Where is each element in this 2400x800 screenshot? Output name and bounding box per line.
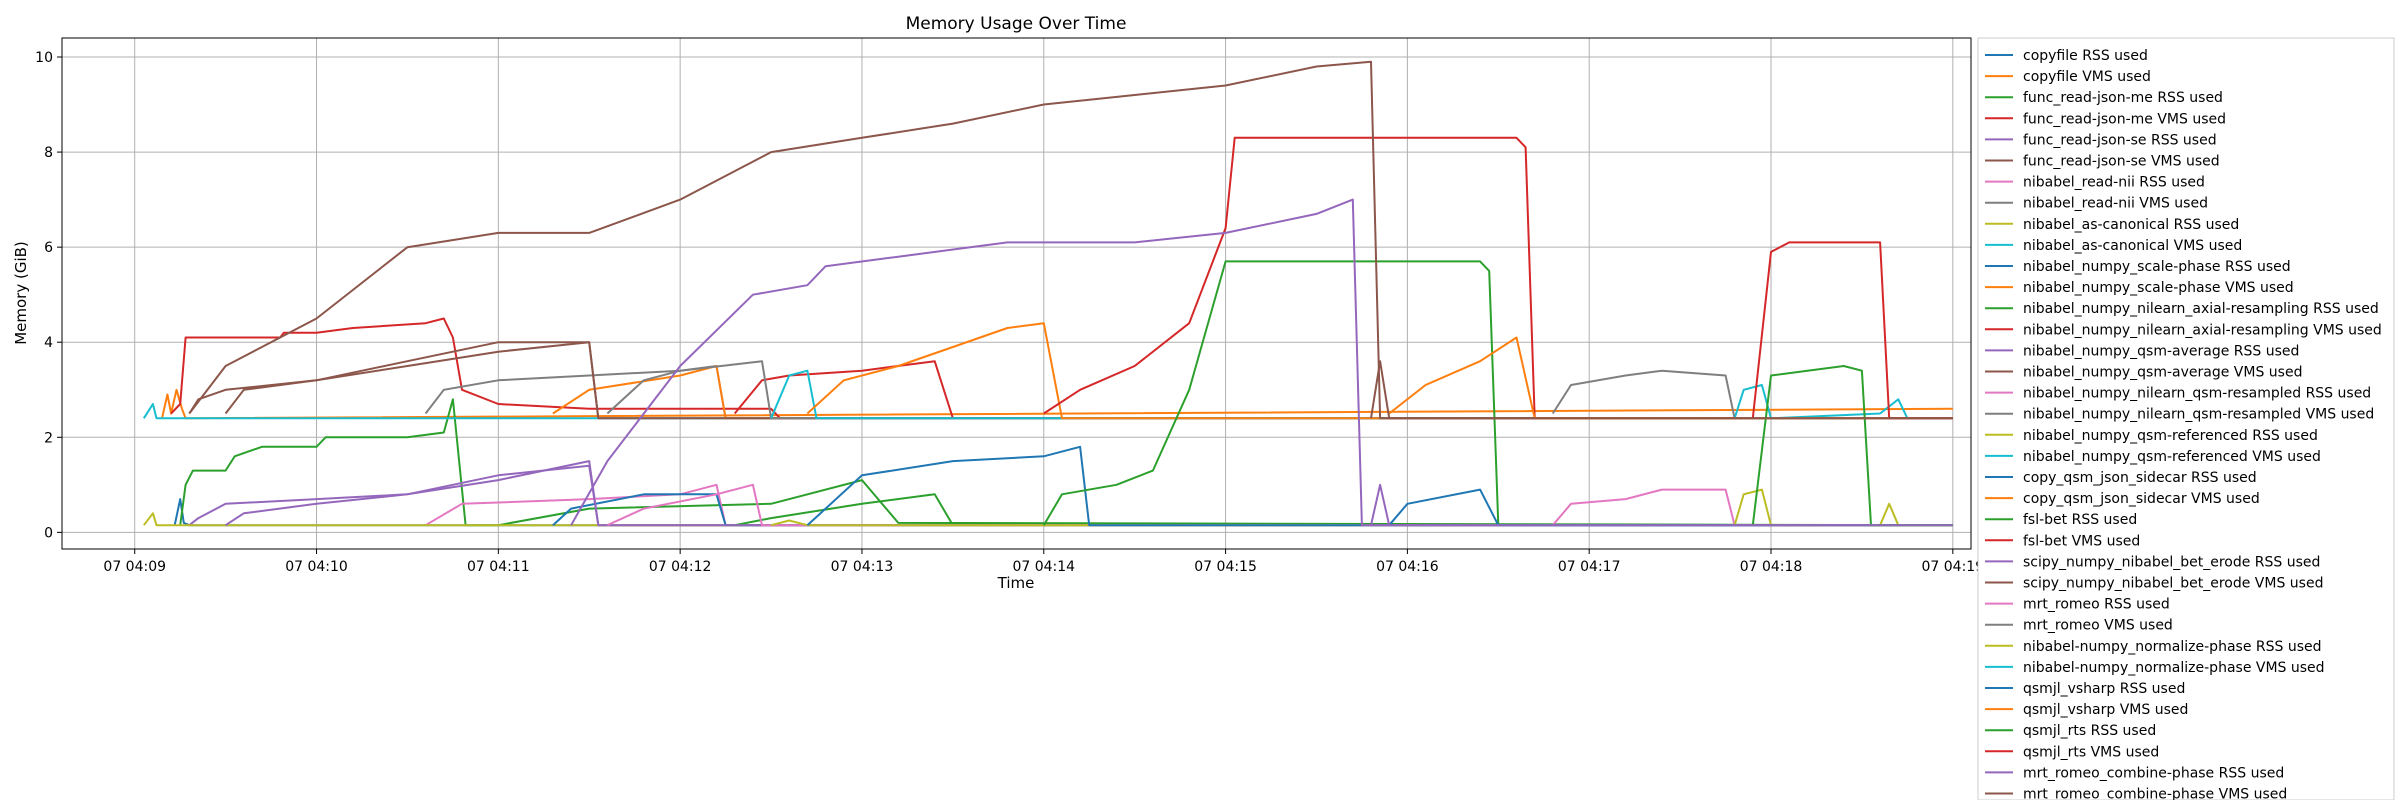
series-line-24 (570, 198, 1953, 527)
series-line-35 (1370, 360, 1953, 420)
x-tick-label: 07 04:17 (1558, 559, 1621, 575)
legend-entry: nibabel_numpy_scale-phase VMS used (2023, 280, 2294, 296)
chart-title: Memory Usage Over Time (906, 14, 1127, 34)
series-line-20 (806, 445, 1953, 527)
series-line-0 (173, 498, 1953, 527)
legend-entry: nibabel_numpy_nilearn_qsm-resampled VMS … (2023, 407, 2374, 423)
y-tick-label: 0 (44, 525, 53, 541)
legend-entry: scipy_numpy_nibabel_bet_erode VMS used (2023, 576, 2323, 592)
legend-entry: nibabel_as-canonical RSS used (2023, 217, 2239, 233)
x-tick-label: 07 04:16 (1376, 559, 1439, 575)
x-tick-label: 07 04:19 (1922, 559, 1985, 575)
legend-entry: func_read-json-se RSS used (2023, 132, 2217, 148)
legend-entry: nibabel_as-canonical VMS used (2023, 238, 2242, 254)
legend-frame (1977, 37, 2395, 800)
y-tick-label: 6 (44, 240, 53, 256)
legend-entry: nibabel_numpy_qsm-average RSS used (2023, 343, 2299, 359)
legend-entry: nibabel_read-nii RSS used (2023, 175, 2205, 191)
legend-entry: scipy_numpy_nibabel_bet_erode RSS used (2023, 554, 2320, 570)
x-tick-label: 07 04:10 (285, 559, 348, 575)
legend-entry: qsmjl_rts VMS used (2023, 744, 2159, 760)
legend-entry: qsmjl_vsharp VMS used (2023, 702, 2188, 718)
legend-entry: func_read-json-se VMS used (2023, 154, 2220, 170)
legend-entry: qsmjl_vsharp RSS used (2023, 681, 2185, 697)
series-line-29 (1733, 384, 1953, 420)
series-line-16 (606, 483, 1953, 527)
x-tick-label: 07 04:15 (1194, 559, 1257, 575)
legend-entry: nibabel_numpy_nilearn_axial-resampling R… (2023, 301, 2379, 317)
series-line-28 (1733, 488, 1953, 527)
series-line-22 (1042, 260, 1953, 527)
legend-entry: func_read-json-me VMS used (2023, 111, 2226, 127)
series-line-3 (170, 317, 1953, 420)
y-tick-label: 8 (44, 145, 53, 161)
legend-entry: copy_qsm_json_sidecar VMS used (2023, 491, 2260, 507)
legend-entry: mrt_romeo_combine-phase VMS used (2023, 787, 2287, 800)
legend-entry: nibabel_read-nii VMS used (2023, 196, 2208, 212)
x-tick-label: 07 04:09 (103, 559, 166, 575)
series-line-14 (225, 464, 1953, 527)
legend-entry: fsl-bet RSS used (2023, 512, 2137, 528)
series-line-2 (179, 398, 1953, 527)
legend-entry: mrt_romeo_combine-phase RSS used (2023, 765, 2284, 781)
y-tick-label: 2 (44, 430, 53, 446)
x-tick-label: 07 04:18 (1740, 559, 1803, 575)
grid (62, 38, 1971, 549)
series-line-33 (1751, 241, 1953, 420)
x-tick-label: 07 04:14 (1012, 559, 1075, 575)
series-line-23 (1043, 136, 1953, 420)
x-tick-label: 07 04:13 (831, 559, 894, 575)
y-tick-label: 4 (44, 335, 53, 351)
legend-entry: nibabel-numpy_normalize-phase VMS used (2023, 660, 2325, 676)
y-tick-label: 10 (35, 50, 53, 66)
plot-frame (61, 37, 1972, 550)
legend-entry: mrt_romeo RSS used (2023, 597, 2170, 613)
series-line-6 (425, 483, 1953, 527)
x-axis-label: Time (997, 574, 1035, 592)
legend-entry: nibabel_numpy_scale-phase RSS used (2023, 259, 2291, 275)
x-axis-ticks: 07 04:09 07 04:10 07 04:11 07 04:12 07 04:13… (103, 549, 1984, 575)
legend-entry: nibabel_numpy_nilearn_axial-resampling V… (2023, 322, 2382, 338)
series-lines (142, 60, 1953, 527)
y-axis-label: Memory (GiB) (12, 241, 30, 345)
legend-entry: copyfile VMS used (2023, 69, 2151, 85)
series-line-31 (1388, 336, 1953, 420)
series-line-34 (1370, 483, 1953, 527)
legend-entry: mrt_romeo VMS used (2023, 618, 2173, 634)
x-tick-label: 07 04:12 (649, 559, 712, 575)
legend-entry: copyfile RSS used (2023, 48, 2148, 64)
legend-entry: fsl-bet VMS used (2023, 533, 2140, 549)
series-line-15 (224, 341, 1953, 420)
legend-entry: nibabel_numpy_qsm-referenced VMS used (2023, 449, 2321, 465)
legend-entry: func_read-json-me RSS used (2023, 90, 2223, 106)
x-tick-label: 07 04:11 (467, 559, 530, 575)
legend-entry: copy_qsm_json_sidecar RSS used (2023, 470, 2257, 486)
legend-entry: nibabel_numpy_qsm-referenced RSS used (2023, 428, 2318, 444)
legend-entry: nibabel_numpy_qsm-average VMS used (2023, 365, 2302, 381)
legend-entry: nibabel_numpy_nilearn_qsm-resampled RSS … (2023, 386, 2371, 402)
series-line-32 (1751, 365, 1953, 527)
legend-entry: qsmjl_rts RSS used (2023, 723, 2156, 739)
legend: copyfile RSS used copyfile VMS used func_r… (1977, 37, 2395, 800)
legend-entry: nibabel-numpy_normalize-phase RSS used (2023, 639, 2322, 655)
series-line-25 (188, 60, 1953, 420)
y-axis-ticks: 0 2 4 6 8 10 (35, 50, 62, 541)
